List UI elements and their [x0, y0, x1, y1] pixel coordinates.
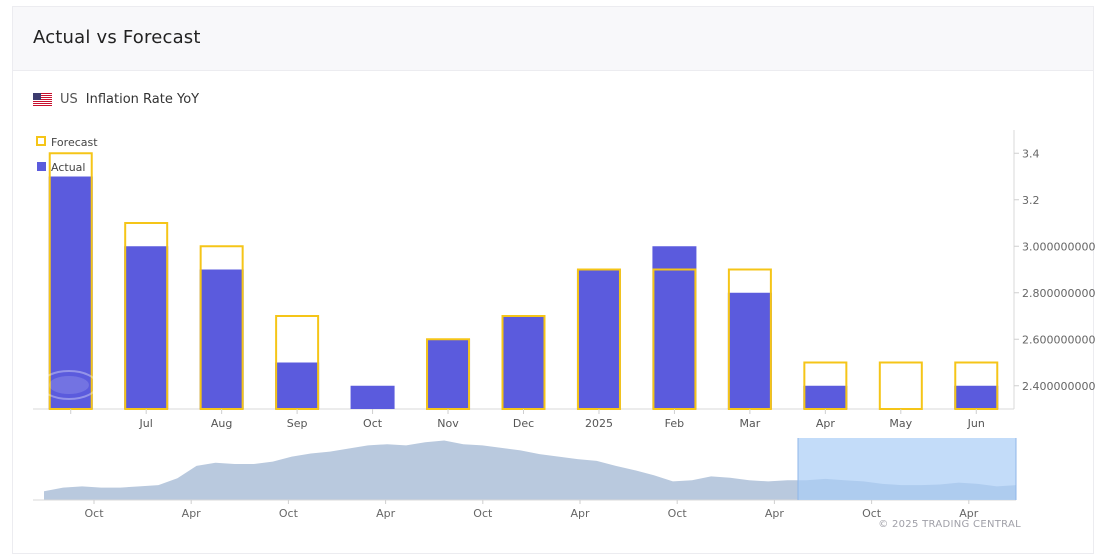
legend-forecast-label: Forecast	[51, 136, 98, 149]
x-tick-label: Feb	[665, 417, 684, 430]
legend-forecast-swatch[interactable]	[36, 136, 46, 146]
navigator-x-label: Oct	[668, 507, 688, 520]
y-tick-label: 2.600000000	[1022, 333, 1095, 346]
actual-bar[interactable]	[501, 316, 546, 409]
us-flag-icon	[33, 92, 52, 106]
navigator-x-label: Apr	[570, 507, 590, 520]
forecast-bar[interactable]	[878, 361, 923, 410]
x-tick-label: Apr	[816, 417, 836, 430]
watermark-logo-inner	[49, 376, 89, 394]
y-tick-label: 2.800000000	[1022, 287, 1095, 300]
actual-bar[interactable]	[426, 339, 471, 409]
country-label: US	[60, 91, 78, 107]
x-tick-label: Oct	[363, 417, 383, 430]
x-tick-label: Sep	[287, 417, 308, 430]
actual-bar[interactable]	[576, 269, 621, 410]
actual-bar[interactable]	[803, 385, 848, 409]
actual-bar[interactable]	[727, 292, 772, 409]
y-tick-label: 3.000000000	[1022, 240, 1095, 253]
indicator-subtitle: US Inflation Rate YoY	[33, 90, 199, 108]
card-header: Actual vs Forecast	[13, 7, 1093, 71]
x-tick-label: May	[889, 417, 912, 430]
card-title: Actual vs Forecast	[33, 27, 201, 48]
navigator-x-label: Oct	[862, 507, 882, 520]
x-tick-label: Aug	[211, 417, 232, 430]
x-tick-label: Jun	[967, 417, 985, 430]
navigator-x-label: Apr	[376, 507, 396, 520]
y-tick-label: 2.400000000	[1022, 380, 1095, 393]
copyright-text: © 2025 TRADING CENTRAL	[878, 519, 1021, 530]
indicator-name: Inflation Rate YoY	[85, 91, 200, 107]
actual-bar[interactable]	[124, 246, 169, 409]
x-tick-label: Dec	[513, 417, 534, 430]
navigator-x-label: Apr	[765, 507, 785, 520]
x-tick-label: Nov	[437, 417, 459, 430]
actual-bar[interactable]	[652, 246, 697, 409]
actual-bar[interactable]	[954, 385, 999, 409]
navigator-selection-window[interactable]	[798, 438, 1016, 500]
watermark-logo	[40, 370, 98, 400]
x-tick-label: 2025	[585, 417, 613, 430]
actual-bar[interactable]	[199, 269, 244, 410]
navigator-x-label: Apr	[182, 507, 202, 520]
y-tick-label: 3.2	[1022, 194, 1040, 207]
actual-bar[interactable]	[275, 362, 320, 410]
actual-bar[interactable]	[350, 385, 395, 409]
navigator-x-label: Apr	[959, 507, 979, 520]
legend-actual-swatch[interactable]	[37, 162, 46, 171]
navigator-x-label: Oct	[473, 507, 493, 520]
navigator-area	[44, 440, 1016, 500]
x-tick-label: Mar	[740, 417, 761, 430]
legend-actual-label: Actual	[51, 161, 85, 174]
y-tick-label: 3.4	[1022, 147, 1040, 160]
x-tick-label: Jul	[139, 417, 153, 430]
navigator-x-label: Oct	[84, 507, 104, 520]
actual-bar[interactable]	[48, 176, 93, 410]
navigator-x-label: Oct	[279, 507, 299, 520]
